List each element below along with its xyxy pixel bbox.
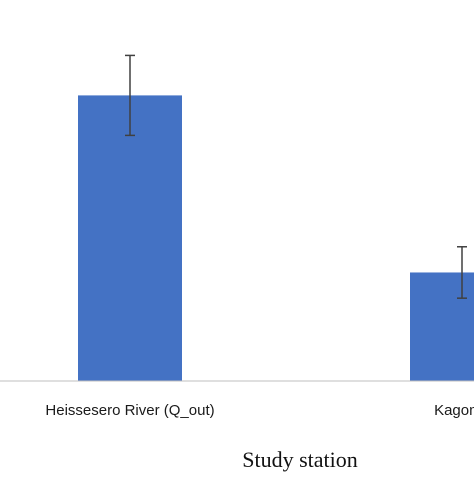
category-labels-layer: Heissesero River (Q_out) Kagoma [45, 402, 474, 419]
category-label-0: Heissesero River (Q_out) [45, 402, 214, 419]
bar-1 [410, 272, 474, 381]
error-bars-layer [125, 54, 467, 299]
category-label-1: Kagoma [434, 402, 474, 419]
bar-0 [78, 95, 182, 382]
bars-layer [78, 95, 474, 382]
x-axis-title: Study station [242, 447, 358, 472]
